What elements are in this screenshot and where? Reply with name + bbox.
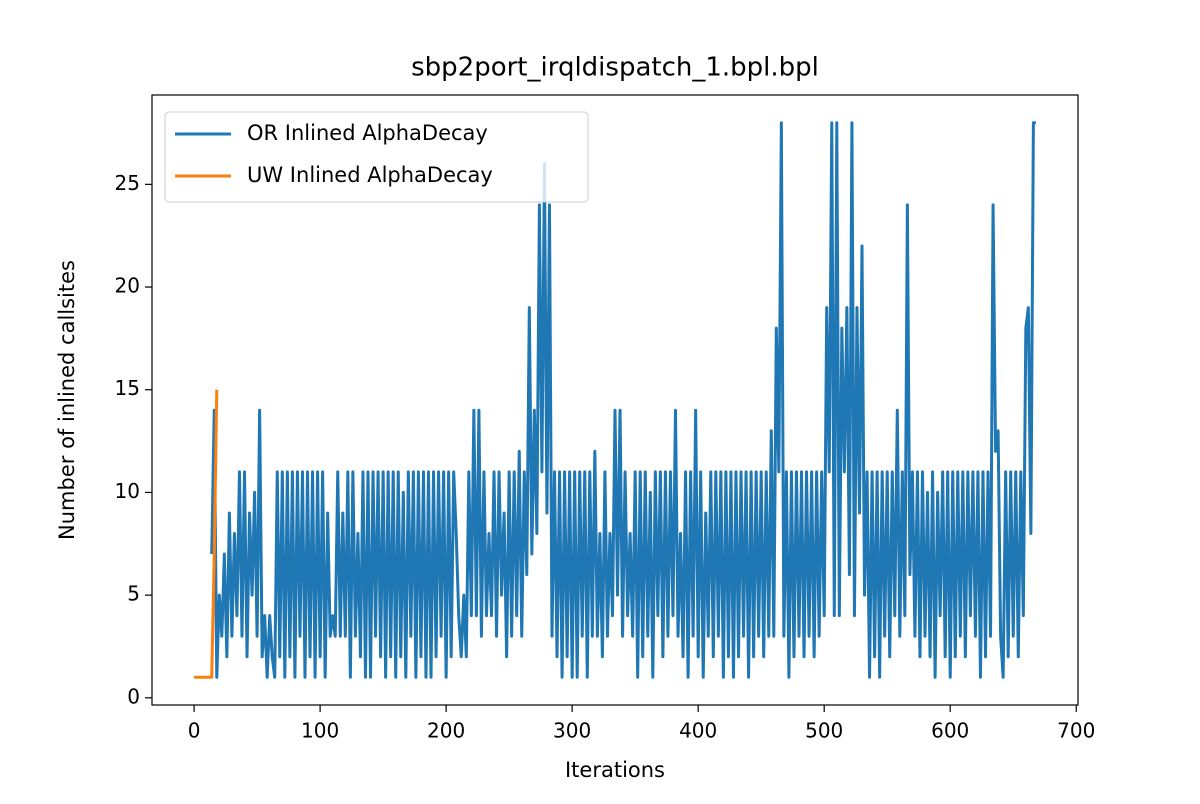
x-tick-label: 700 bbox=[1057, 719, 1095, 743]
legend-label: UW Inlined AlphaDecay bbox=[247, 163, 493, 187]
series-line bbox=[210, 121, 1036, 679]
series-line bbox=[194, 389, 219, 679]
x-tick-label: 300 bbox=[553, 719, 591, 743]
x-tick-label: 500 bbox=[805, 719, 843, 743]
chart-title: sbp2port_irqldispatch_1.bpl.bpl bbox=[411, 53, 819, 83]
y-tick-label: 15 bbox=[115, 376, 140, 400]
x-tick-label: 400 bbox=[679, 719, 717, 743]
y-tick-label: 5 bbox=[127, 582, 140, 606]
x-tick-label: 100 bbox=[301, 719, 339, 743]
x-tick-label: 200 bbox=[427, 719, 465, 743]
y-tick-label: 20 bbox=[115, 274, 140, 298]
y-tick-label: 10 bbox=[115, 479, 140, 503]
x-tick-label: 600 bbox=[931, 719, 969, 743]
x-tick-label: 0 bbox=[188, 719, 201, 743]
y-tick-label: 25 bbox=[115, 171, 140, 195]
x-axis-label: Iterations bbox=[565, 758, 665, 782]
legend-label: OR Inlined AlphaDecay bbox=[247, 121, 488, 145]
legend-box bbox=[164, 111, 589, 203]
plot-frame bbox=[151, 94, 1079, 706]
y-axis-label: Number of inlined callsites bbox=[55, 260, 79, 540]
y-tick-label: 0 bbox=[127, 684, 140, 708]
